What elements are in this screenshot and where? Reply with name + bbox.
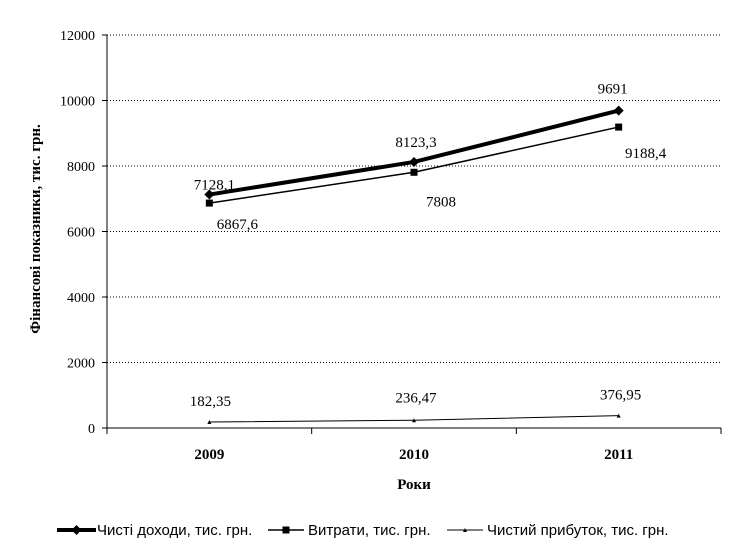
x-tick-label: 2009 [194,447,224,463]
y-tick-label: 10000 [60,95,95,110]
y-tick-label: 0 [88,422,95,437]
x-axis-ticks: 2009 2010 2011 [106,428,722,463]
y-tick-label: 4000 [67,291,95,306]
legend-label: Витрати, тис. грн. [308,522,431,539]
data-label: 7808 [426,194,456,210]
data-label: 236,47 [395,390,437,406]
diamond-marker [409,156,419,167]
legend: Чисті доходи, тис. грн. Витрати, тис. грн… [57,522,669,539]
triangle-marker [616,413,621,418]
y-tick-label: 8000 [67,160,95,175]
y-tick-label: 6000 [67,226,95,241]
series-lines [204,105,624,425]
data-label: 9691 [598,82,628,98]
y-tick-label: 12000 [60,29,95,44]
triangle-marker [207,420,212,425]
triangle-marker [463,528,467,532]
data-label: 9188,4 [625,146,667,162]
data-labels: 7128,1 8123,3 9691 6867,6 7808 9188,4 182,35 23… [190,82,667,410]
data-label: 376,95 [600,388,641,404]
x-tick-label: 2010 [399,447,429,463]
square-marker [410,168,418,176]
y-axis-ticks: 0 2000 4000 6000 8000 10000 12000 [60,29,107,437]
legend-label: Чистий прибуток, тис. грн. [487,522,669,539]
data-label: 8123,3 [395,135,436,151]
legend-label: Чисті доходи, тис. грн. [97,522,252,539]
square-marker [282,526,290,534]
y-tick-label: 2000 [67,357,95,372]
diamond-marker [204,189,215,200]
square-marker [205,199,213,207]
diamond-marker [613,105,624,116]
series-line [209,108,620,197]
data-label: 6867,6 [217,217,259,233]
triangle-marker [412,418,416,423]
x-tick-label: 2011 [604,447,633,463]
data-label: 182,35 [190,394,231,410]
square-marker [615,123,623,131]
x-axis-title: Роки [397,477,431,493]
y-axis-title: Фінансові показники, тис. грн. [28,124,44,334]
diamond-marker [71,525,82,535]
axes [106,35,721,429]
gridlines [107,34,721,363]
data-label: 7128,1 [194,178,235,194]
